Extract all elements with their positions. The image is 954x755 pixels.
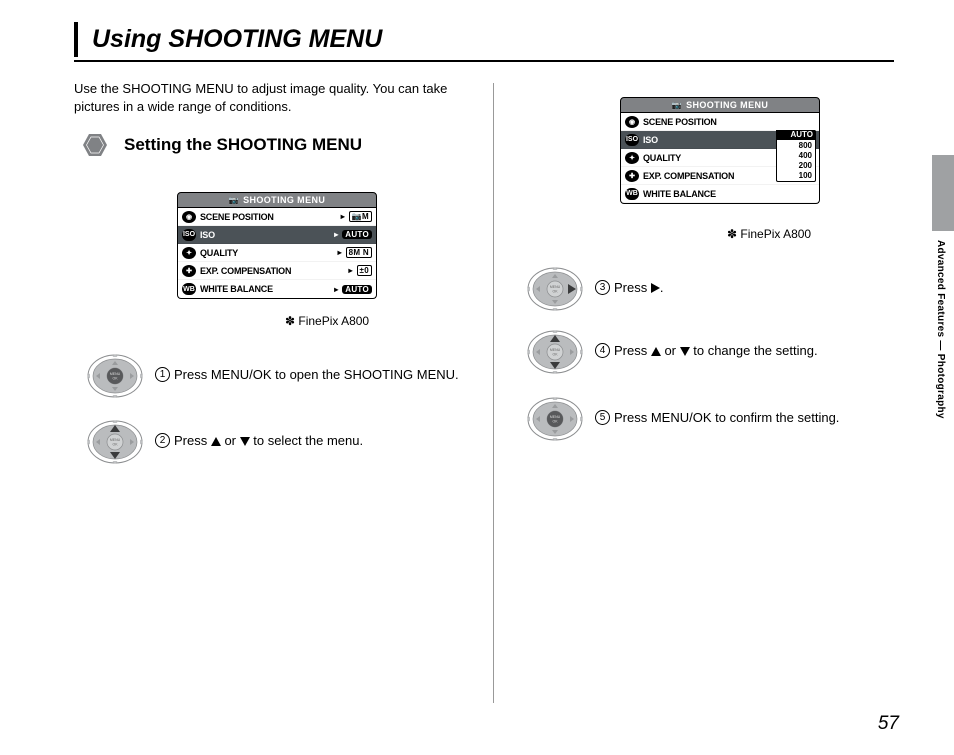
row-label: ISO <box>200 230 330 240</box>
menu-body: ◉SCENE POSITIONISOISO▸✦QUALITY✚EXP. COMP… <box>620 113 820 204</box>
dpad-icon <box>525 265 585 313</box>
intro-text: Use the SHOOTING MENU to adjust image qu… <box>74 80 474 115</box>
step-number: 3 <box>595 280 610 295</box>
row-icon: ISO <box>625 134 639 146</box>
step-1: 1 Press MENU/OK to open the SHOOTING MEN… <box>85 352 475 400</box>
step-2: 2 Press or to select the menu. <box>85 418 475 466</box>
menu-row: ISO ISO ▸ AUTO <box>178 226 376 244</box>
down-icon <box>240 437 250 446</box>
popup-item: AUTO <box>776 130 816 140</box>
row-icon: ✚ <box>625 170 639 182</box>
step-5: 5 Press MENU/OK to confirm the setting. <box>525 395 885 443</box>
popup-item: 400 <box>777 151 812 161</box>
row-icon: ✦ <box>625 152 639 164</box>
menu-row: WB WHITE BALANCE ▸ AUTO <box>178 280 376 298</box>
up-icon <box>211 437 221 446</box>
row-value: AUTO <box>342 230 372 239</box>
step-text: Press or to change the setting. <box>614 342 818 360</box>
caret-icon: ▸ <box>334 285 338 294</box>
step-number: 4 <box>595 343 610 358</box>
row-value: 📷M <box>349 211 372 222</box>
row-label: WHITE BALANCE <box>643 189 815 199</box>
shooting-menu-illustration-2: 📷 SHOOTING MENU ◉SCENE POSITIONISOISO▸✦Q… <box>620 97 820 204</box>
row-value: 8M N <box>346 247 372 258</box>
menu-header-label: SHOOTING MENU <box>686 100 768 110</box>
row-icon: ◉ <box>182 211 196 223</box>
menu-row: ✦ QUALITY ▸ 8M N <box>178 244 376 262</box>
menu-row: ◉ SCENE POSITION <box>621 113 819 131</box>
row-icon: ✦ <box>182 247 196 259</box>
column-divider <box>493 83 494 703</box>
row-label: WHITE BALANCE <box>200 284 330 294</box>
down-icon <box>680 347 690 356</box>
dpad-icon <box>525 395 585 443</box>
step-text: Press MENU/OK to open the SHOOTING MENU. <box>174 366 459 384</box>
row-icon: ◉ <box>625 116 639 128</box>
step-3: 3 Press . <box>525 265 885 313</box>
menu-header: 📷 SHOOTING MENU <box>177 192 377 208</box>
caret-icon: ▸ <box>349 266 353 275</box>
row-label: QUALITY <box>200 248 334 258</box>
shooting-menu-illustration-1: 📷 SHOOTING MENU ◉SCENE POSITION▸📷MISOISO… <box>177 192 377 299</box>
row-icon: WB <box>182 283 196 295</box>
title-bar <box>74 22 78 57</box>
camera-icon: 📷 <box>672 101 682 110</box>
right-icon <box>651 283 660 293</box>
menu-body: ◉SCENE POSITION▸📷MISOISO▸AUTO✦QUALITY▸8M… <box>177 208 377 299</box>
row-icon: WB <box>625 188 639 200</box>
camera-icon: 📷 <box>229 196 239 205</box>
side-tab <box>932 155 954 231</box>
menu-header-label: SHOOTING MENU <box>243 195 325 205</box>
step-4: 4 Press or to change the setting. <box>525 328 885 376</box>
row-label: SCENE POSITION <box>643 117 815 127</box>
caption-2: ✽ FinePix A800 <box>727 227 811 241</box>
caption-1: ✽ FinePix A800 <box>285 314 369 328</box>
iso-popup: AUTO800400200100 <box>776 130 816 182</box>
up-icon <box>651 347 661 356</box>
row-label: SCENE POSITION <box>200 212 337 222</box>
step-number: 1 <box>155 367 170 382</box>
popup-item: 800 <box>777 141 812 151</box>
step-number: 5 <box>595 410 610 425</box>
menu-row: WB WHITE BALANCE <box>621 185 819 203</box>
caret-icon: ▸ <box>334 230 338 239</box>
dpad-icon <box>85 352 145 400</box>
step-text: Press or to select the menu. <box>174 432 363 450</box>
row-label: EXP. COMPENSATION <box>200 266 345 276</box>
side-label: Advanced Features — Photography <box>935 240 946 419</box>
row-icon: ISO <box>182 229 196 241</box>
caret-icon: ▸ <box>338 248 342 257</box>
row-value: AUTO <box>342 285 372 294</box>
row-value: ±0 <box>357 265 372 276</box>
menu-row: ◉ SCENE POSITION ▸ 📷M <box>178 208 376 226</box>
menu-header: 📷 SHOOTING MENU <box>620 97 820 113</box>
page-number: 57 <box>878 713 899 735</box>
step-number: 2 <box>155 433 170 448</box>
row-icon: ✚ <box>182 265 196 277</box>
dpad-icon <box>85 418 145 466</box>
dpad-icon <box>525 328 585 376</box>
step-text: Press . <box>614 279 663 297</box>
popup-item: 200 <box>777 161 812 171</box>
hex-icon <box>82 132 108 158</box>
popup-item: 100 <box>777 171 812 181</box>
caret-icon: ▸ <box>341 212 345 221</box>
step-text: Press MENU/OK to confirm the setting. <box>614 409 839 427</box>
menu-row: ✚ EXP. COMPENSATION ▸ ±0 <box>178 262 376 280</box>
title-rule <box>74 60 894 62</box>
page-title: Using SHOOTING MENU <box>92 25 382 54</box>
subheading: Setting the SHOOTING MENU <box>124 135 362 155</box>
